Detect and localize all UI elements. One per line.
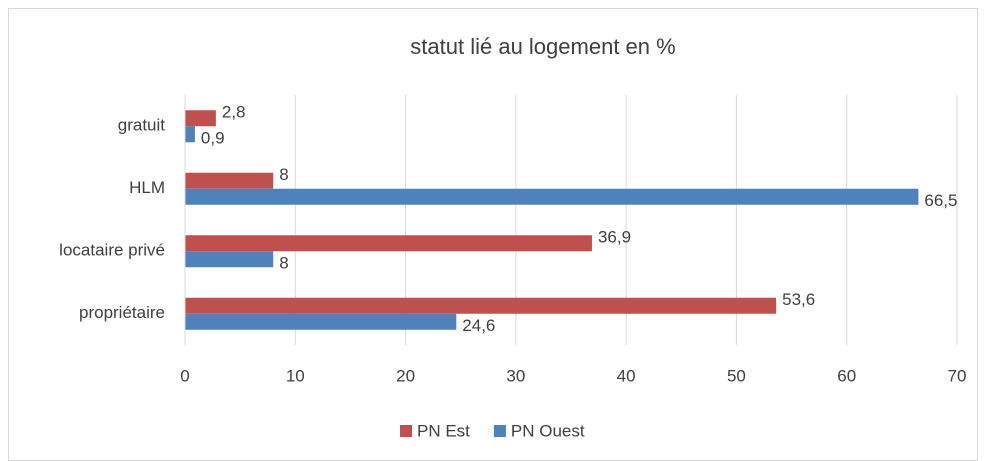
x-tick-label: 50 (727, 366, 746, 385)
legend-label: PN Est (417, 421, 470, 440)
legend-swatch (493, 425, 506, 437)
chart-title: statut lié au logement en % (410, 34, 675, 59)
x-tick-label: 60 (837, 366, 856, 385)
x-tick-label: 10 (286, 366, 305, 385)
value-label: 53,6 (782, 290, 815, 309)
y-tick-label: propriétaire (79, 303, 165, 322)
bar (185, 172, 274, 189)
x-tick-label: 20 (396, 366, 415, 385)
value-label: 0,9 (201, 129, 225, 148)
x-tick-label: 40 (617, 366, 636, 385)
bar (185, 126, 195, 143)
y-tick-label: gratuit (118, 116, 166, 135)
bar (185, 188, 919, 205)
bar (185, 251, 274, 268)
value-label: 24,6 (462, 316, 495, 335)
x-tick-label: 30 (506, 366, 525, 385)
y-tick-label: HLM (129, 178, 165, 197)
x-tick-label: 0 (180, 366, 189, 385)
value-label: 8 (279, 165, 288, 184)
value-label: 36,9 (598, 228, 631, 247)
bar (185, 297, 777, 314)
x-tick-label: 70 (948, 366, 967, 385)
value-label: 8 (279, 254, 288, 273)
chart-frame (8, 8, 978, 461)
legend-label: PN Ouest (511, 421, 585, 440)
y-tick-label: locataire privé (59, 241, 165, 260)
value-label: 66,5 (924, 191, 957, 210)
bar (185, 313, 457, 330)
bar (185, 235, 592, 252)
bar (185, 110, 216, 127)
legend-swatch (400, 425, 412, 437)
value-label: 2,8 (222, 103, 246, 122)
